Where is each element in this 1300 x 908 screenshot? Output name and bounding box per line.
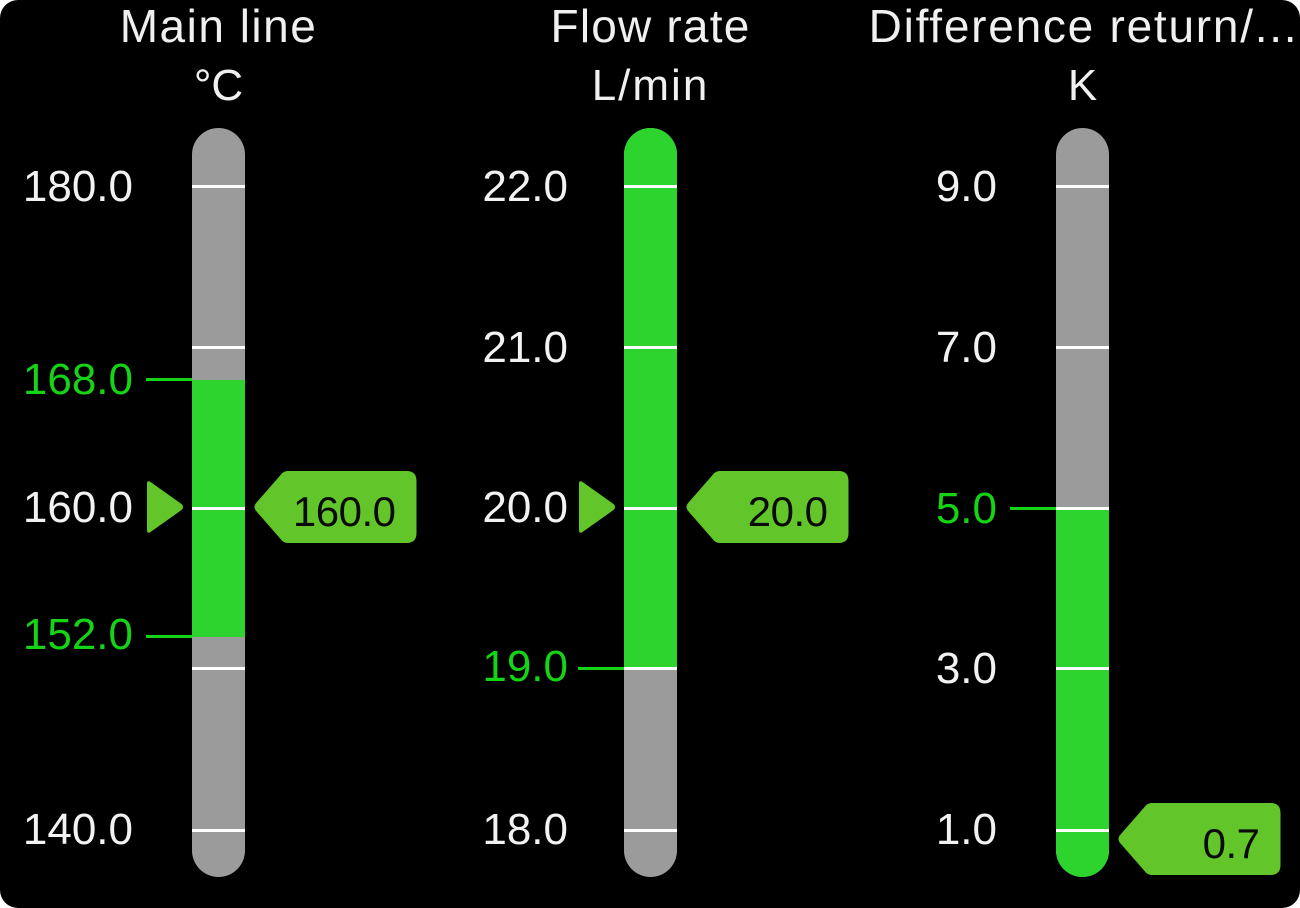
svg-text:20.0: 20.0 bbox=[748, 488, 828, 535]
svg-text:0.7: 0.7 bbox=[1203, 820, 1260, 867]
svg-text:160.0: 160.0 bbox=[292, 488, 395, 535]
